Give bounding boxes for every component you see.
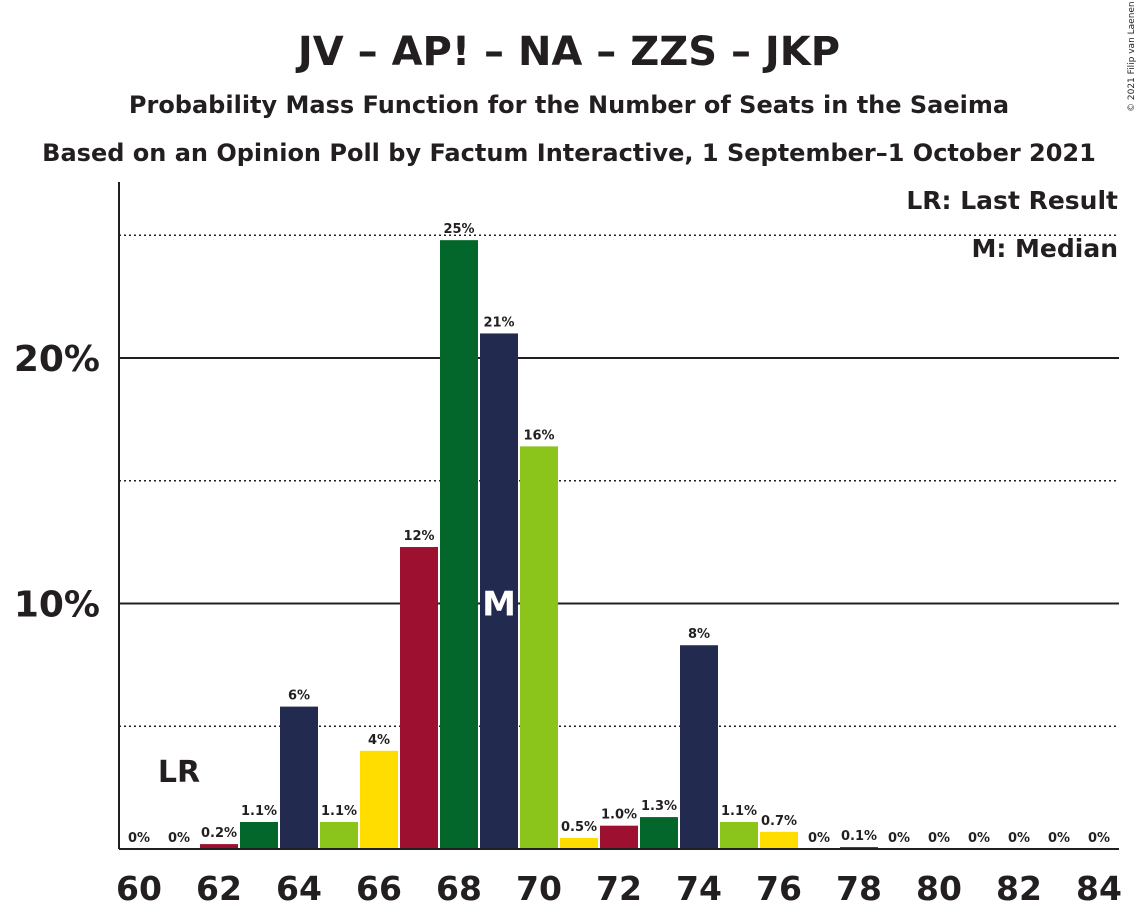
x-tick-label: 72 — [596, 869, 642, 908]
bar-value-label: 16% — [523, 428, 554, 443]
x-tick-label: 70 — [516, 869, 562, 908]
bar-value-label: 0% — [928, 831, 950, 846]
bar-value-label: 0% — [1088, 831, 1110, 846]
bar-labels: 0% 0% 0.2% 1.1% 6% 1.1% 4% 12% 25% 21% 16% 0.5% 1.0%… — [128, 222, 1110, 846]
y-tick-label: 10% — [14, 585, 100, 626]
x-tick-label: 78 — [836, 869, 882, 908]
bar-seat-74 — [680, 645, 718, 849]
bar-value-label: 0.7% — [761, 814, 797, 829]
bar-value-label: 12% — [403, 529, 434, 544]
legend-median: M: Median — [971, 234, 1118, 263]
bar-seat-73 — [640, 817, 678, 849]
bar-value-label: 4% — [368, 733, 390, 748]
bar-value-label: 21% — [483, 315, 514, 330]
bar-value-label: 8% — [688, 627, 710, 642]
copyright-notice: © 2021 Filip van Laenen — [1127, 1, 1137, 112]
last-result-marker: LR — [158, 755, 200, 790]
legend-last-result: LR: Last Result — [906, 186, 1118, 215]
x-tick-label: 60 — [116, 869, 162, 908]
bar-value-label: 1.3% — [641, 799, 677, 814]
bar-value-label: 0.5% — [561, 820, 597, 835]
x-tick-label: 74 — [676, 869, 722, 908]
x-tick-label: 82 — [996, 869, 1042, 908]
bar-seat-64 — [280, 706, 318, 849]
median-marker: M — [482, 585, 516, 625]
bar-seat-67 — [400, 547, 438, 849]
x-axis-ticks: 60 62 64 66 68 70 72 74 76 78 80 82 84 — [116, 869, 1122, 908]
bar-value-label: 6% — [288, 689, 310, 704]
bar-value-label: 1.1% — [721, 804, 757, 819]
bar-seat-75 — [720, 821, 758, 849]
bar-value-label: 0.2% — [201, 826, 237, 841]
bar-seat-70 — [520, 446, 558, 849]
bar-value-label: 0% — [128, 831, 150, 846]
bar-value-label: 1.0% — [601, 808, 637, 823]
bar-value-label: 0% — [1048, 831, 1070, 846]
y-tick-label: 20% — [14, 339, 100, 380]
x-tick-label: 68 — [436, 869, 482, 908]
grid-lines — [119, 234, 1119, 727]
chart-subtitle-source: Based on an Opinion Poll by Factum Inter… — [42, 139, 1096, 167]
bar-seat-62 — [200, 844, 238, 849]
chart-title: JV – AP! – NA – ZZS – JKP — [295, 29, 840, 75]
bars — [200, 240, 878, 849]
bar-seat-71 — [560, 837, 598, 849]
chart-subtitle: Probability Mass Function for the Number… — [129, 91, 1009, 119]
x-tick-label: 64 — [276, 869, 322, 908]
x-tick-label: 66 — [356, 869, 402, 908]
bar-value-label: 0% — [808, 831, 830, 846]
bar-value-label: 1.1% — [241, 804, 277, 819]
bar-seat-69 — [480, 333, 518, 849]
bar-seat-65 — [320, 821, 358, 849]
bar-value-label: 0% — [168, 831, 190, 846]
bar-seat-68 — [440, 240, 478, 849]
bar-seat-66 — [360, 750, 398, 849]
bar-seat-76 — [760, 831, 798, 849]
y-axis-ticks: 10% 20% — [14, 339, 100, 626]
bar-value-label: 0.1% — [841, 829, 877, 844]
bar-value-label: 0% — [888, 831, 910, 846]
bar-seat-72 — [600, 825, 638, 849]
bar-value-label: 25% — [443, 222, 474, 237]
bar-value-label: 0% — [968, 831, 990, 846]
bar-value-label: 0% — [1008, 831, 1030, 846]
x-tick-label: 76 — [756, 869, 802, 908]
x-tick-label: 84 — [1076, 869, 1122, 908]
x-tick-label: 80 — [916, 869, 962, 908]
x-tick-label: 62 — [196, 869, 242, 908]
bar-seat-63 — [240, 821, 278, 849]
bar-value-label: 1.1% — [321, 804, 357, 819]
